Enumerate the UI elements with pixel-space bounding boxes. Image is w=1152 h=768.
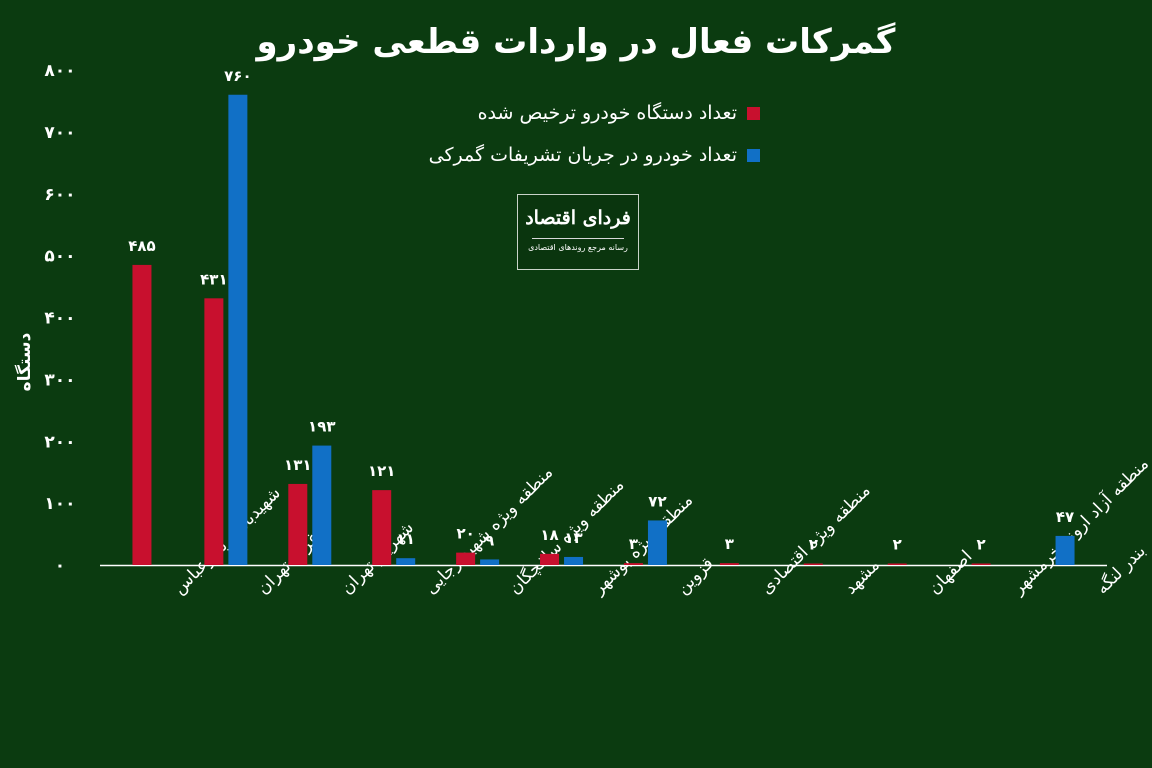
logo-tagline: رسانه مرجع روندهای اقتصادی bbox=[528, 243, 628, 252]
logo-divider bbox=[532, 238, 624, 239]
bar-in-process bbox=[480, 559, 500, 565]
y-tick-label: ۰ bbox=[55, 556, 65, 576]
bar-in-process bbox=[312, 445, 332, 565]
data-label: ۳ bbox=[725, 535, 734, 553]
y-tick-label: ۴۰۰ bbox=[44, 309, 75, 329]
bar-in-process bbox=[1055, 535, 1075, 565]
bar-released bbox=[204, 298, 224, 565]
legend-swatch-red bbox=[747, 106, 760, 120]
y-tick-label: ۷۰۰ bbox=[44, 123, 75, 143]
y-tick-label: ۲۰۰ bbox=[44, 432, 75, 452]
data-label: ۴۸۵ bbox=[128, 237, 155, 255]
bar-released bbox=[132, 264, 152, 565]
y-axis-label: دستگاه bbox=[14, 332, 35, 391]
logo-text: فردای اقتصاد bbox=[525, 207, 631, 229]
bar-in-process bbox=[228, 94, 248, 565]
data-label: ۴۳۱ bbox=[200, 270, 227, 288]
category-label: مشهد bbox=[841, 555, 884, 598]
data-label: ۱۳ bbox=[564, 529, 582, 547]
bar-released bbox=[803, 563, 823, 565]
legend-swatch-blue bbox=[747, 148, 760, 162]
y-tick-label: ۶۰۰ bbox=[44, 185, 75, 205]
legend-label-released: تعداد دستگاه خودرو ترخیص شده bbox=[477, 102, 737, 124]
chart-title: گمرکات فعال در واردات قطعی خودرو bbox=[256, 22, 896, 62]
data-label: ۹ bbox=[485, 531, 494, 549]
bar-released bbox=[372, 490, 392, 565]
data-label: ۳ bbox=[629, 535, 638, 553]
bar-released bbox=[540, 553, 560, 565]
bar-released bbox=[456, 552, 476, 565]
legend-item-in-process: تعداد خودرو در جریان تشریفات گمرکی bbox=[400, 134, 760, 176]
data-label: ۷۶۰ bbox=[224, 67, 251, 85]
bar-in-process bbox=[647, 520, 667, 565]
legend-label-in-process: تعداد خودرو در جریان تشریفات گمرکی bbox=[428, 144, 737, 166]
data-label: ۱۱ bbox=[397, 530, 415, 548]
bar-released bbox=[971, 563, 991, 565]
bar-released bbox=[288, 483, 308, 565]
data-label: ۱۲۱ bbox=[368, 462, 395, 480]
y-tick-label: ۵۰۰ bbox=[44, 247, 75, 267]
data-label: ۲ bbox=[893, 536, 902, 554]
y-tick-label: ۱۰۰ bbox=[44, 494, 75, 514]
data-label: ۱۸ bbox=[540, 526, 558, 544]
bar-in-process bbox=[564, 556, 584, 565]
category-label: اصفهان bbox=[925, 547, 977, 599]
y-tick-label: ۳۰۰ bbox=[44, 370, 75, 390]
data-label: ۱۹۳ bbox=[308, 418, 335, 436]
legend: تعداد دستگاه خودرو ترخیص شده تعداد خودرو… bbox=[400, 92, 760, 176]
data-label: ۷۲ bbox=[648, 492, 666, 510]
category-label: بندر لنگه bbox=[1092, 540, 1150, 598]
bar-in-process bbox=[396, 558, 416, 565]
legend-item-released: تعداد دستگاه خودرو ترخیص شده bbox=[400, 92, 760, 134]
category-label: منطقه آزاد اروند-خرمشهر bbox=[1006, 453, 1152, 600]
data-label: ۱۳۱ bbox=[284, 456, 311, 474]
brand-logo: فردای اقتصاد رسانه مرجع روندهای اقتصادی bbox=[517, 194, 639, 270]
bar-released bbox=[719, 563, 739, 565]
data-label: ۲ bbox=[809, 536, 818, 554]
bar-released bbox=[623, 563, 643, 565]
y-tick-label: ۸۰۰ bbox=[44, 61, 75, 81]
data-label: ۲۰ bbox=[456, 525, 474, 543]
data-label: ۲ bbox=[977, 536, 986, 554]
category-label: قزوین bbox=[673, 554, 718, 599]
bar-released bbox=[887, 563, 907, 565]
data-label: ۴۷ bbox=[1056, 508, 1074, 526]
